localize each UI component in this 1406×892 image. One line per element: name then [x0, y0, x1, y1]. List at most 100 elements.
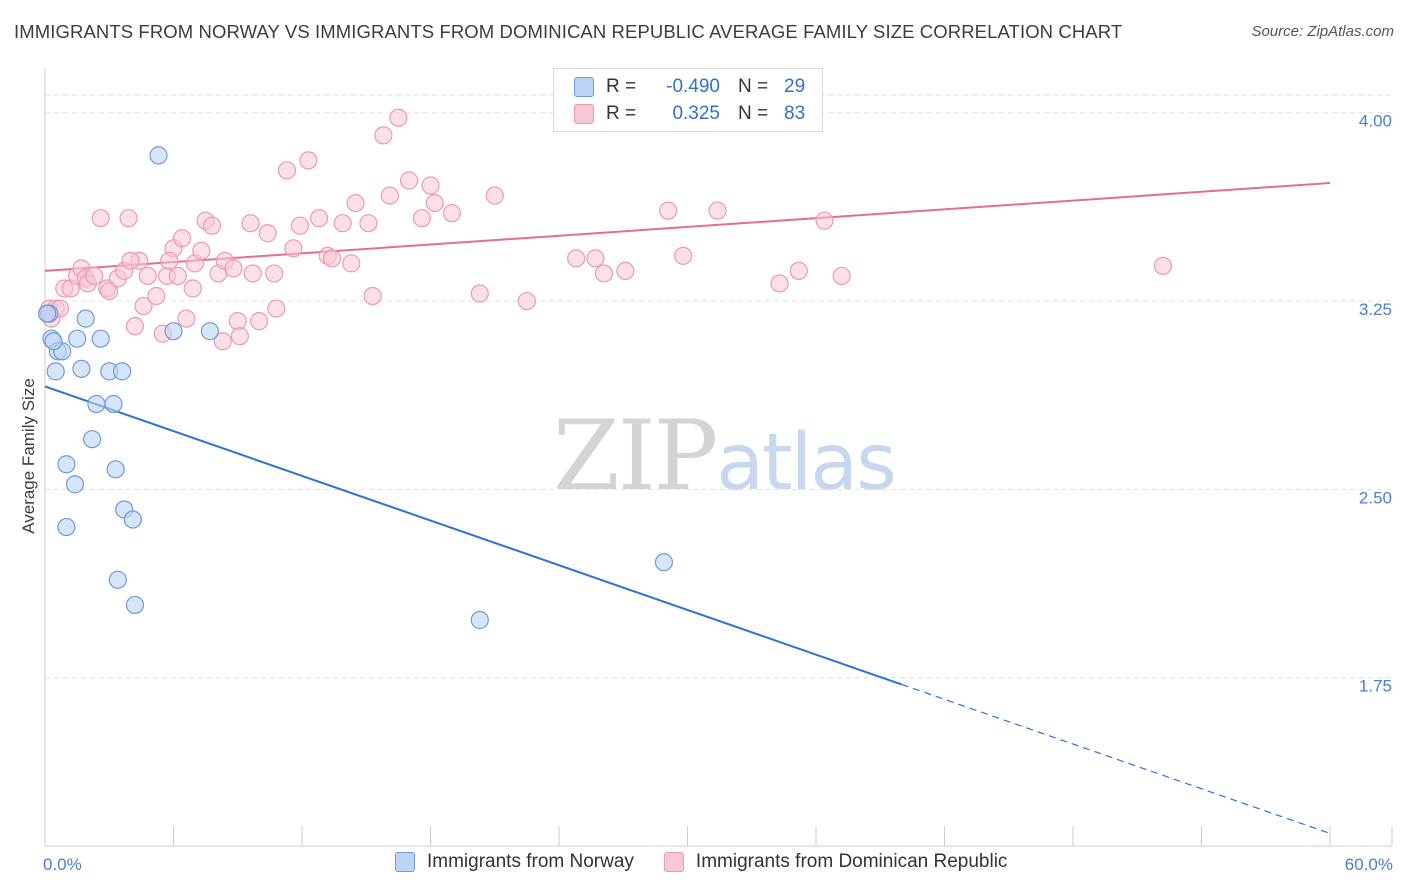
- point-norway: [200, 322, 220, 341]
- point-dominican: [119, 209, 138, 228]
- axes: [44, 68, 1393, 847]
- point-dominican: [586, 249, 605, 268]
- point-norway: [654, 553, 674, 572]
- point-dominican: [177, 309, 196, 328]
- point-dominican: [125, 317, 145, 336]
- point-dominican: [425, 194, 444, 213]
- point-dominican: [172, 229, 192, 248]
- point-dominican: [299, 151, 318, 170]
- watermark: ZIPatlas: [553, 400, 897, 512]
- n-label: N =: [738, 103, 769, 124]
- point-dominican: [250, 312, 269, 331]
- point-dominican: [674, 246, 693, 265]
- dominican-swatch: [574, 104, 594, 124]
- legend-row-dominican: R = 0.325 N = 83: [574, 102, 805, 126]
- point-dominican: [342, 254, 361, 273]
- y-tick-label: 1.75: [1359, 677, 1392, 696]
- point-dominican: [91, 209, 110, 228]
- point-dominican: [85, 266, 104, 286]
- point-norway: [106, 460, 125, 479]
- point-dominican: [832, 266, 851, 286]
- point-dominican: [346, 194, 365, 213]
- legend-label-norway: Immigrants from Norway: [427, 851, 634, 872]
- y-tick-label: 2.50: [1359, 488, 1392, 507]
- point-dominican: [284, 239, 303, 258]
- point-dominican: [100, 281, 119, 301]
- point-dominican: [412, 209, 432, 228]
- point-dominican: [138, 266, 157, 286]
- point-dominican: [567, 249, 586, 268]
- point-dominican: [168, 266, 187, 286]
- point-dominican: [243, 264, 262, 283]
- point-dominican: [380, 186, 399, 205]
- point-dominican: [421, 176, 440, 195]
- point-dominican: [485, 186, 504, 205]
- y-axis-label: Average Family Size: [19, 378, 38, 534]
- chart-title: IMMIGRANTS FROM NORWAY VS IMMIGRANTS FRO…: [14, 21, 1123, 42]
- point-dominican: [160, 251, 179, 270]
- point-dominican: [815, 211, 834, 230]
- n-label: N =: [738, 76, 769, 97]
- point-dominican: [258, 224, 277, 243]
- point-dominican: [442, 204, 462, 223]
- watermark-zip: ZIP: [553, 400, 718, 512]
- grid-lines: [45, 94, 1392, 679]
- point-norway: [87, 394, 106, 414]
- point-dominican: [708, 201, 727, 220]
- n-value-dominican: 83: [784, 103, 806, 124]
- point-dominican: [470, 284, 489, 303]
- point-dominican: [359, 214, 378, 233]
- trend-line-norway-extension: [901, 683, 1331, 835]
- stats-legend: R = -0.490 N = 29 R = 0.325 N = 83: [553, 68, 823, 132]
- point-dominican: [333, 214, 352, 233]
- point-dominican: [277, 161, 297, 180]
- y-tick-label: 4.00: [1359, 112, 1392, 131]
- point-dominican: [147, 286, 166, 306]
- point-dominican: [594, 264, 614, 283]
- point-dominican: [228, 312, 247, 331]
- point-dominican: [517, 291, 536, 311]
- r-value-dominican: 0.325: [672, 103, 720, 124]
- point-dominican: [1153, 256, 1173, 275]
- point-norway: [91, 329, 110, 348]
- point-dominican: [310, 209, 329, 228]
- point-norway: [46, 362, 65, 381]
- point-norway: [108, 570, 127, 589]
- trend-line-norway: [44, 385, 902, 686]
- point-norway: [123, 510, 142, 529]
- r-value-norway: -0.490: [666, 76, 720, 97]
- point-norway: [125, 595, 145, 615]
- point-norway: [104, 394, 123, 414]
- dominican-swatch: [663, 852, 684, 872]
- data-points: [38, 108, 1173, 630]
- y-tick-label: 3.25: [1359, 300, 1392, 319]
- point-dominican: [241, 214, 260, 233]
- norway-swatch: [395, 852, 415, 872]
- legend-row-norway: R = -0.490 N = 29: [574, 75, 805, 99]
- point-dominican: [616, 261, 635, 281]
- point-norway: [57, 455, 76, 474]
- point-dominican: [230, 327, 249, 346]
- point-dominican: [213, 332, 232, 351]
- point-dominican: [399, 171, 419, 190]
- series-legend: Immigrants from Norway Immigrants from D…: [395, 851, 1037, 873]
- point-norway: [72, 359, 91, 378]
- point-dominican: [265, 264, 284, 283]
- x-tick-label: 60.0%: [1345, 855, 1393, 874]
- point-dominican: [134, 296, 153, 316]
- point-norway: [76, 309, 95, 328]
- point-dominican: [374, 126, 393, 145]
- point-dominican: [224, 259, 243, 278]
- point-dominican: [202, 216, 222, 235]
- point-dominican: [659, 201, 678, 220]
- point-dominican: [183, 279, 202, 298]
- legend-item-dominican: Immigrants from Dominican Republic: [663, 851, 1007, 873]
- point-dominican: [322, 249, 342, 268]
- r-label: R =: [606, 76, 637, 97]
- point-dominican: [363, 286, 382, 306]
- trend-line-dominican: [44, 182, 1331, 272]
- point-dominican: [770, 274, 789, 293]
- point-norway: [65, 475, 85, 494]
- point-norway: [68, 329, 87, 348]
- x-tick-label: 0.0%: [43, 855, 82, 874]
